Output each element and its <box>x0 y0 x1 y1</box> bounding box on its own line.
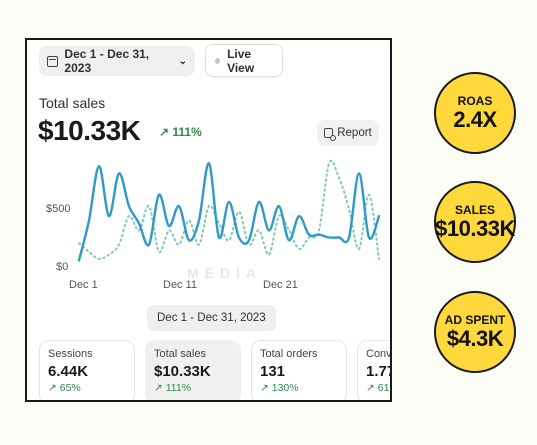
metric-card-label: Sessions <box>48 348 93 360</box>
series-line-current <box>77 162 381 262</box>
metric-card-change: ↗ 130% <box>260 382 338 394</box>
metric-card-sessions[interactable]: Sessions 6.44K ↗ 65% <box>39 340 135 400</box>
watermark-text: MEDIA <box>187 265 263 281</box>
report-icon <box>324 128 337 141</box>
metric-change: ↗ 111% <box>159 125 202 139</box>
metric-card-change: ↗ 65% <box>48 382 126 394</box>
live-view-button[interactable]: Live View <box>205 44 283 77</box>
x-tick-label: Dec 21 <box>263 279 298 291</box>
arrow-up-right-icon: ↗ <box>48 382 57 394</box>
metric-card-value: 1.77 <box>366 363 390 380</box>
badge-label: SALES <box>454 202 495 217</box>
chevron-down-icon: ⌄ <box>178 55 187 67</box>
series-line-previous <box>78 159 380 260</box>
metric-card-change: ↗ 111% <box>154 382 232 394</box>
metric-card-total-sales[interactable]: Total sales $10.33K ↗ 111% <box>145 340 241 400</box>
metric-card-change-value: 111% <box>165 382 192 394</box>
badge-value: $4.3K <box>446 325 504 351</box>
sales-line-chart <box>77 159 381 262</box>
metric-change-value: 111% <box>172 125 202 139</box>
metric-card-change: ↗ 61 <box>366 382 390 394</box>
date-range-button[interactable]: Dec 1 - Dec 31, 2023 ⌄ <box>39 46 195 76</box>
metric-card-label: Total sales <box>154 348 206 360</box>
comparison-period-pill[interactable]: Dec 1 - Dec 31, 2023 <box>147 305 276 331</box>
metric-card-change-value: 61 <box>377 382 390 394</box>
sales-badge: SALES $10.33K <box>434 181 516 263</box>
arrow-up-right-icon: ↗ <box>260 382 269 394</box>
live-status-dot <box>215 57 221 64</box>
live-view-label: Live View <box>227 46 255 75</box>
arrow-up-right-icon: ↗ <box>154 382 163 394</box>
y-tick-label: $500 <box>46 203 71 215</box>
metric-title: Total sales <box>39 95 106 111</box>
report-button[interactable]: Report <box>317 120 379 146</box>
arrow-up-right-icon: ↗ <box>366 382 375 394</box>
badge-label: AD SPENT <box>444 312 506 327</box>
arrow-up-right-icon: ↗ <box>159 125 170 139</box>
badge-value: $10.33K <box>435 215 515 241</box>
x-tick-label: Dec 1 <box>69 279 98 291</box>
metric-card-label: Total orders <box>260 348 318 360</box>
metric-value: $10.33K <box>38 115 141 146</box>
metric-card-value: $10.33K <box>154 363 211 380</box>
metric-card-conversion[interactable]: Conve 1.77 ↗ 61 <box>357 340 392 400</box>
metric-card-value: 6.44K <box>48 363 89 380</box>
metric-card-change-value: 130% <box>271 382 299 394</box>
metric-card-label: Conve <box>366 348 392 360</box>
y-tick-label: $0 <box>56 261 69 273</box>
ad-spent-badge: AD SPENT $4.3K <box>434 291 516 373</box>
date-range-label: Dec 1 - Dec 31, 2023 <box>64 47 150 75</box>
badge-label: ROAS <box>457 93 493 108</box>
metric-card-value: 131 <box>260 363 286 380</box>
calendar-icon <box>47 55 59 67</box>
sales-dashboard-card: Dec 1 - Dec 31, 2023 ⌄ Live View Total s… <box>25 38 392 402</box>
report-label: Report <box>337 127 372 139</box>
metric-card-change-value: 65% <box>59 382 81 394</box>
roas-badge: ROAS 2.4X <box>434 72 516 154</box>
x-tick-label: Dec 11 <box>163 279 198 291</box>
badge-value: 2.4X <box>453 106 497 132</box>
metric-card-total-orders[interactable]: Total orders 131 ↗ 130% <box>251 340 347 400</box>
